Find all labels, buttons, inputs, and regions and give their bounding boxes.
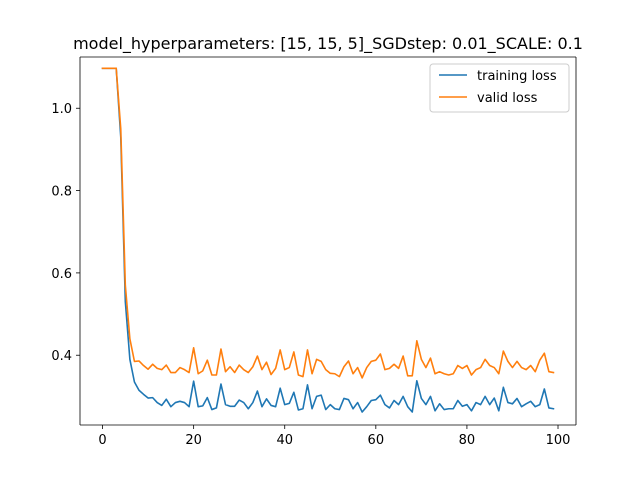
x-tick-label: 40 <box>276 433 293 448</box>
axes <box>79 56 577 426</box>
y-tick-label: 0.6 <box>51 267 72 282</box>
x-tick-label: 100 <box>546 433 571 448</box>
x-tick-label: 60 <box>368 433 385 448</box>
series-line-valid-loss <box>101 67 555 379</box>
series-line-training-loss <box>101 67 555 413</box>
legend: training loss valid loss <box>429 63 570 113</box>
y-tick-label: 0.8 <box>51 185 72 200</box>
x-tick-label: 80 <box>459 433 476 448</box>
legend-label-valid-loss: valid loss <box>477 91 538 106</box>
y-tick-label: 1.0 <box>51 102 72 117</box>
x-axis-ticks: 0 20 40 60 80 100 <box>98 425 570 448</box>
y-tick-label: 0.4 <box>51 349 72 364</box>
series-layer <box>101 67 555 413</box>
legend-label-training-loss: training loss <box>477 69 557 84</box>
legend-frame <box>429 63 570 113</box>
y-axis-ticks: 0.4 0.6 0.8 1.0 <box>51 102 80 364</box>
x-tick-label: 20 <box>185 433 202 448</box>
plot-area <box>80 57 576 425</box>
chart-title: model_hyperparameters: [15, 15, 5]_SGDst… <box>73 34 583 54</box>
x-tick-label: 0 <box>98 433 106 448</box>
